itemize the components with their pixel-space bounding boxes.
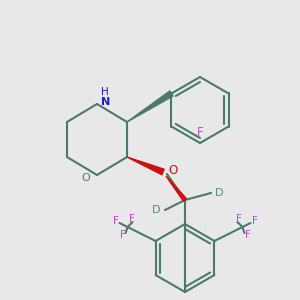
Text: F: F [197, 126, 203, 139]
Text: F: F [244, 230, 250, 240]
Text: F: F [112, 216, 118, 226]
Polygon shape [166, 176, 187, 201]
Text: N: N [101, 97, 110, 107]
Polygon shape [127, 91, 173, 122]
Text: F: F [129, 214, 134, 224]
Text: O: O [168, 164, 177, 178]
Text: O: O [81, 173, 90, 183]
Text: D: D [152, 205, 160, 215]
Text: F: F [251, 216, 257, 226]
Text: F: F [120, 230, 125, 240]
Text: H: H [101, 87, 109, 97]
Text: D: D [215, 188, 224, 198]
Text: F: F [236, 214, 242, 224]
Polygon shape [127, 157, 164, 175]
